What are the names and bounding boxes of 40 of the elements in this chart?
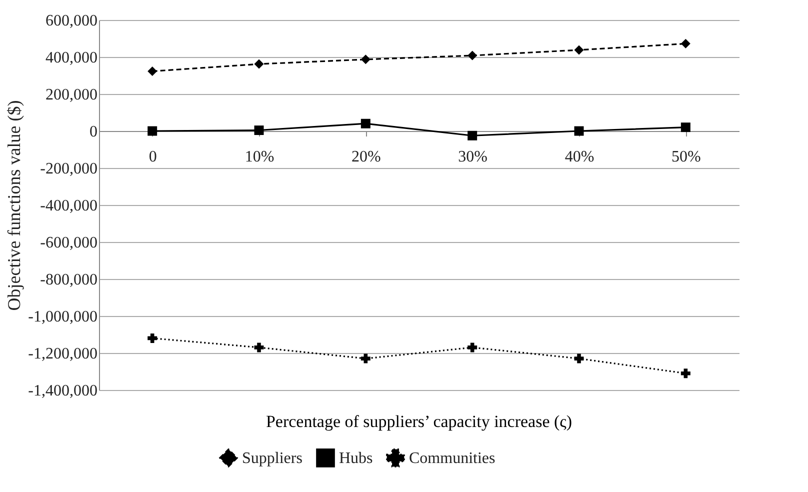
x-tick-label: 40% <box>564 148 594 166</box>
point <box>468 50 478 60</box>
legend-label: Communities <box>409 450 496 467</box>
point <box>148 66 158 76</box>
y-tick-label: -600,000 <box>40 234 98 252</box>
x-tick-label: 20% <box>352 148 381 166</box>
point <box>360 354 370 364</box>
point <box>680 368 690 378</box>
y-tick-label: -1,000,000 <box>28 308 98 326</box>
x-tick-label: 30% <box>458 148 488 166</box>
point <box>680 122 690 132</box>
y-axis-title: Objective functions value ($) <box>4 100 24 311</box>
point <box>254 59 264 69</box>
y-tick-label: -200,000 <box>40 160 98 178</box>
point <box>360 118 370 128</box>
point <box>148 126 158 136</box>
legend-label: Hubs <box>339 450 373 467</box>
point <box>254 342 264 352</box>
point <box>254 126 264 136</box>
point <box>574 45 584 55</box>
y-tick-label: 200,000 <box>46 86 98 104</box>
point <box>468 130 478 140</box>
y-tick-label: 600,000 <box>46 12 98 30</box>
y-tick-label: -1,400,000 <box>28 382 98 400</box>
y-tick-label: -400,000 <box>40 198 98 214</box>
y-tick-label: -800,000 <box>40 272 98 288</box>
point <box>360 54 370 64</box>
x-tick-label: 50% <box>672 148 701 166</box>
point <box>148 333 158 343</box>
y-tick-label: 400,000 <box>46 50 98 66</box>
point <box>680 38 690 48</box>
point <box>574 354 584 364</box>
point <box>574 126 584 136</box>
x-tick-label: 10% <box>244 148 274 166</box>
x-axis-title: Percentage of suppliers’ capacity increase (ς) <box>266 412 572 431</box>
y-tick-label: 0 <box>90 124 98 140</box>
legend-label: Suppliers <box>242 450 302 467</box>
point <box>468 342 478 352</box>
y-tick-label: -1,200,000 <box>28 346 98 362</box>
x-tick-label: 0 <box>148 148 157 166</box>
